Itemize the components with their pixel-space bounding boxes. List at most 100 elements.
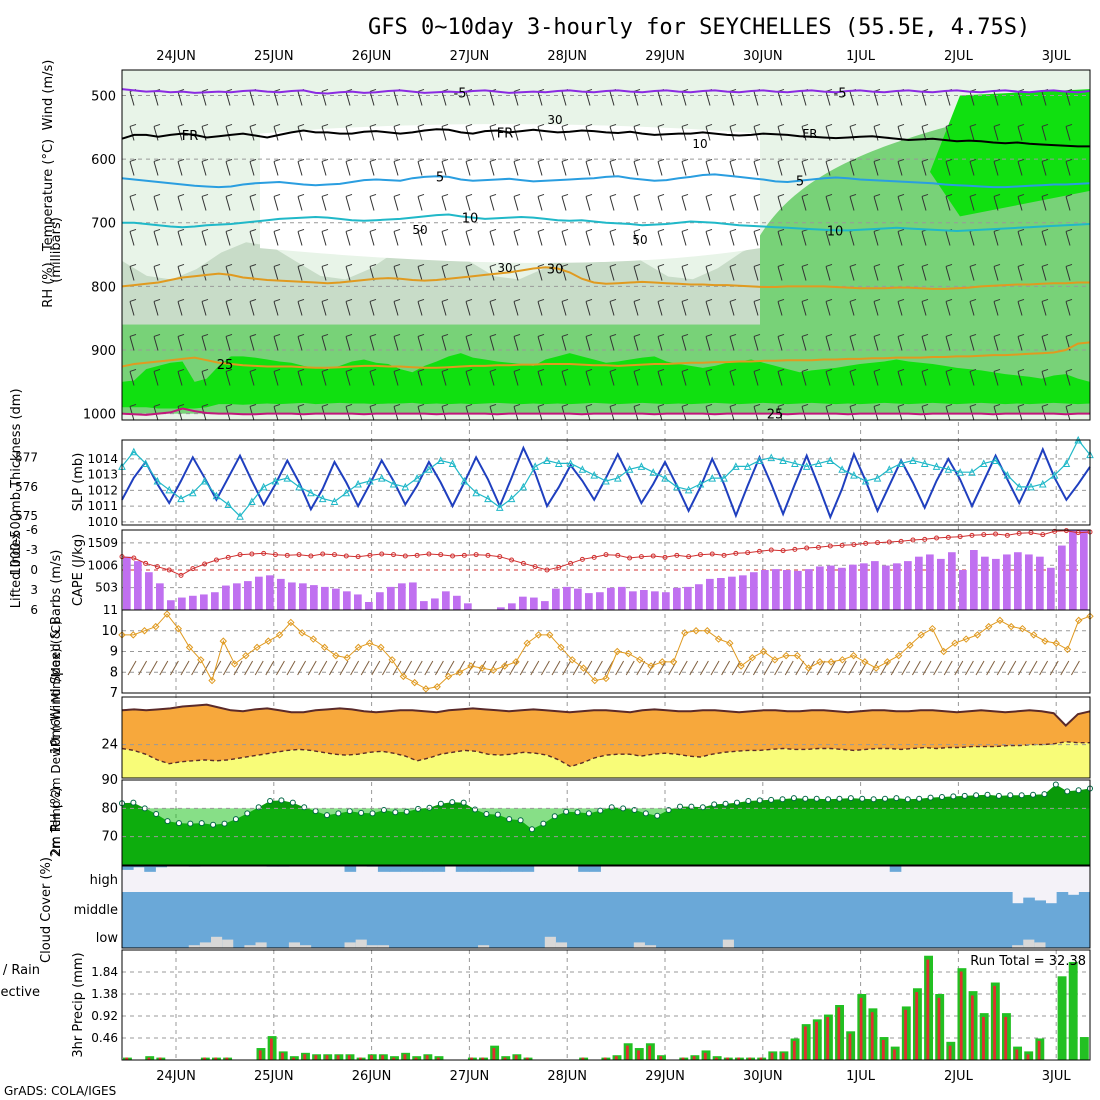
wind-barb: [489, 196, 495, 211]
wind-barb-flag: [345, 333, 353, 337]
rh2m-point: [973, 792, 980, 799]
cape-bar: [541, 601, 549, 610]
wind-barb-flag: [825, 193, 833, 197]
wind-barb-flag: [417, 193, 425, 197]
wind-barb: [321, 126, 327, 141]
thickness-point: [425, 465, 433, 473]
cloud-bar-middle: [745, 892, 757, 920]
wind-barb: [129, 336, 135, 351]
precip-convective-bar: [915, 992, 919, 1060]
wind-barb-flag: [441, 298, 449, 302]
wind-barb: [1017, 371, 1023, 386]
cape-tick: 1509: [87, 536, 118, 550]
cape-bar: [376, 592, 384, 610]
wind-barb: [729, 161, 735, 176]
isotherm-line: [121, 341, 1091, 369]
wind-barb-flag: [729, 228, 737, 232]
wind-point: [703, 627, 712, 635]
run-total-text: Run Total = 32.38: [970, 954, 1086, 969]
wind-barb: [201, 266, 207, 281]
rh2m-point: [437, 800, 444, 807]
thickness-point: [413, 473, 421, 482]
precip-total-bar: [1057, 976, 1067, 1060]
li-point: [190, 566, 196, 572]
precip-convective-bar: [614, 1056, 618, 1060]
wind-barb-flag: [417, 298, 425, 302]
surface-wind-barb: [339, 660, 349, 676]
surface-wind-barb: [964, 660, 974, 676]
wind-barb: [225, 266, 231, 281]
wind-point: [827, 658, 835, 666]
precip-convective-bar: [314, 1055, 318, 1060]
cloud-bar-low: [311, 920, 323, 948]
wind-barb: [945, 126, 951, 141]
surface-wind-barb: [286, 660, 296, 676]
precip-convective-bar: [525, 1057, 529, 1060]
cape-bar: [332, 588, 340, 610]
wind-barb: [345, 91, 351, 106]
cape-bar: [607, 587, 615, 610]
cape-bar: [299, 583, 307, 610]
surface-wind-barb: [922, 660, 932, 676]
cape-bar: [695, 584, 703, 610]
wind-barb: [753, 336, 759, 351]
wind-barb: [825, 161, 831, 176]
rh-contour-label: FR: [802, 127, 817, 141]
wind-barb-flag: [177, 403, 185, 407]
cloud-bar-low-gap: [211, 936, 223, 948]
wind-barb-flag: [537, 158, 545, 162]
wind-barb: [393, 301, 399, 316]
wind-barb: [873, 91, 879, 106]
wind-barb-flag: [777, 228, 785, 232]
surface-wind-barb: [1060, 660, 1070, 676]
rh2m-point: [927, 794, 934, 801]
cloud-bar-middle: [756, 892, 768, 920]
wind-barb: [561, 196, 567, 211]
wind-barb: [825, 371, 831, 386]
wind-barb-flag: [969, 158, 977, 162]
wind-barb-flag: [369, 123, 377, 127]
slp-line: [121, 445, 1091, 520]
legend-rh: RH (%): [41, 262, 56, 307]
cloud-bar-low: [355, 920, 368, 948]
wind-barb-flag: [705, 368, 713, 372]
panel7-frame: [121, 865, 1091, 949]
wind-point: [624, 649, 633, 658]
wind-barb: [1041, 161, 1047, 176]
x-tick-top: 26JUN: [352, 49, 392, 64]
cape-bar: [310, 585, 318, 610]
surface-wind-barb: [1070, 660, 1080, 676]
cloud-bar-middle: [856, 892, 868, 920]
wind-barb: [825, 196, 831, 211]
cape-bar: [519, 596, 527, 610]
thickness-point: [141, 459, 150, 467]
wind-barb-flag: [321, 193, 329, 197]
surface-wind-barb: [1028, 660, 1038, 676]
x-tick-bottom: 3JUL: [1042, 1069, 1072, 1084]
wind-barb: [1041, 266, 1047, 281]
wind-barb: [849, 266, 855, 281]
wind-barb-flag: [393, 193, 401, 197]
contour-label: FR: [497, 126, 514, 141]
rh2m-point: [1052, 781, 1059, 788]
wind-barb: [417, 301, 423, 316]
wind-barb: [1041, 196, 1047, 211]
wind-barb-flag: [873, 403, 881, 407]
wind-barb: [1041, 231, 1047, 246]
wind-barb: [441, 91, 447, 106]
wind-barb: [585, 161, 591, 176]
wind-barb: [729, 196, 735, 211]
wind-barb: [1065, 301, 1071, 316]
wind-barb-flag: [393, 228, 401, 232]
wind-barb: [921, 91, 927, 106]
wind-barb: [729, 301, 735, 316]
cape-bar: [277, 578, 285, 610]
wind-barb: [993, 231, 999, 246]
wind-barb: [633, 336, 639, 351]
rh2m-point: [790, 795, 797, 802]
cloud-level-low: low: [96, 931, 119, 946]
cape-bar: [134, 561, 142, 610]
cloud-bar-middle: [622, 892, 635, 920]
cape-bar: [783, 570, 791, 610]
rh2m-point: [483, 811, 490, 817]
